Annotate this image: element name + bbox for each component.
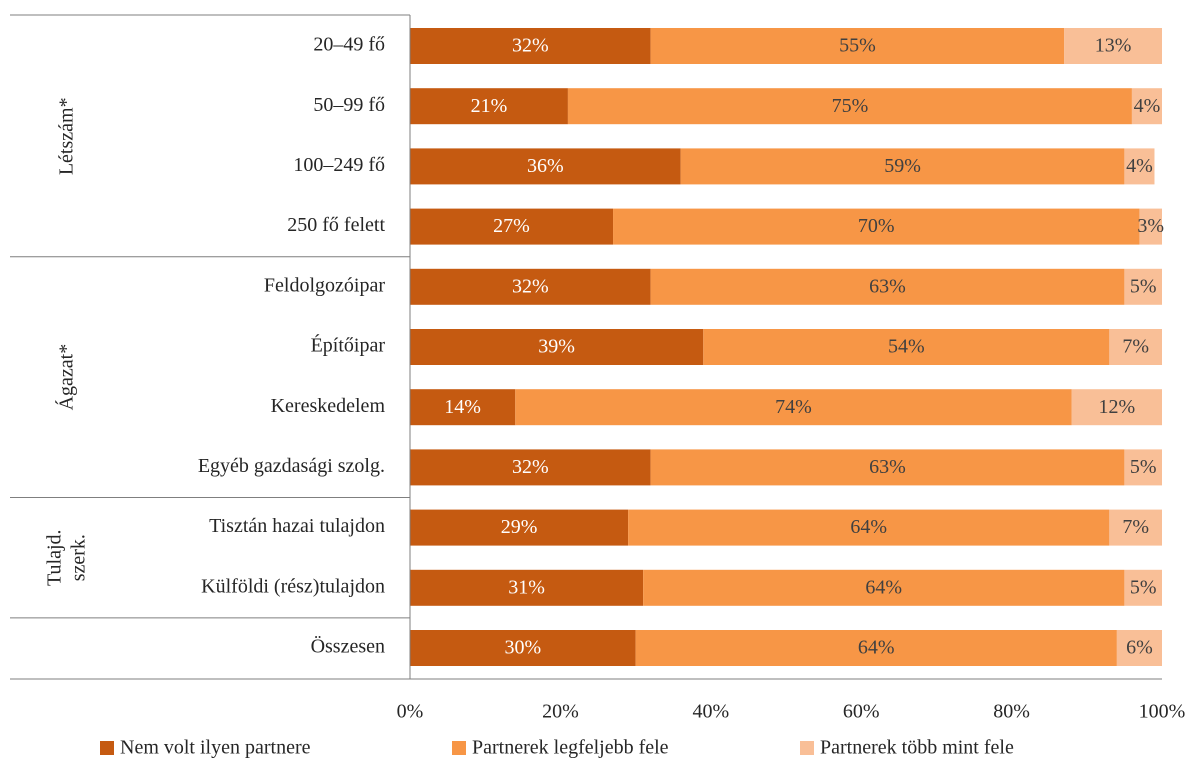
value-label: 36%	[527, 155, 564, 177]
bar-segment	[613, 208, 1140, 245]
bar-segment	[650, 28, 1065, 64]
value-label: 59%	[884, 155, 921, 177]
value-label: 74%	[775, 396, 812, 418]
value-label: 6%	[1126, 637, 1153, 659]
category-label: Külföldi (rész)tulajdon	[201, 575, 385, 597]
value-label: 27%	[493, 215, 530, 237]
category-label: Tisztán hazai tulajdon	[209, 515, 385, 537]
bar-segment	[650, 268, 1125, 305]
bar-segment	[1124, 268, 1162, 305]
category-label: Összesen	[311, 635, 385, 658]
value-label: 4%	[1134, 95, 1161, 117]
bar-segment	[1116, 630, 1162, 666]
bar-segment	[1124, 569, 1162, 606]
value-label: 29%	[501, 516, 538, 538]
x-tick-label: 0%	[397, 701, 424, 723]
value-label: 75%	[832, 95, 869, 117]
bar-segment	[410, 509, 629, 546]
bar-segment	[1071, 389, 1162, 426]
value-label: 5%	[1130, 456, 1157, 478]
value-label: 54%	[888, 336, 925, 358]
bar-segment	[410, 28, 651, 64]
bar-segment	[1139, 208, 1162, 245]
x-tick-label: 100%	[1139, 701, 1186, 723]
value-label: 12%	[1099, 396, 1136, 418]
category-label: Építőipar	[311, 334, 386, 357]
legend-swatch	[800, 741, 814, 755]
bar-segment	[410, 569, 644, 606]
value-label: 63%	[869, 275, 906, 297]
value-label: 55%	[839, 35, 876, 57]
value-label: 14%	[444, 396, 481, 418]
bar-segment	[410, 630, 636, 666]
bar-segment	[410, 88, 568, 125]
legend-swatch	[100, 741, 114, 755]
legend-swatch	[452, 741, 466, 755]
value-label: 7%	[1122, 336, 1149, 358]
bar-segment	[410, 208, 614, 245]
bar-segment	[635, 630, 1117, 666]
bar-segment	[410, 329, 704, 365]
bar-segment	[680, 148, 1125, 185]
bar-segment	[515, 389, 1072, 426]
value-label: 70%	[858, 215, 895, 237]
bar-segment	[410, 449, 651, 486]
value-label: 64%	[865, 576, 902, 598]
value-label: 30%	[504, 637, 541, 659]
value-label: 32%	[512, 35, 549, 57]
value-label: 4%	[1126, 155, 1153, 177]
bar-segment	[1109, 329, 1162, 365]
bar-segment	[1109, 509, 1162, 546]
bar-segment	[703, 329, 1110, 365]
value-label: 5%	[1130, 275, 1157, 297]
x-tick-label: 60%	[843, 701, 880, 723]
value-label: 3%	[1137, 215, 1164, 237]
x-tick-label: 40%	[692, 701, 729, 723]
category-label: Kereskedelem	[271, 395, 386, 417]
category-label: Egyéb gazdasági szolg.	[198, 455, 385, 477]
value-label: 32%	[512, 456, 549, 478]
group-label: Ágazat*	[55, 344, 78, 411]
x-tick-label: 80%	[993, 701, 1030, 723]
bar-segment	[1124, 148, 1155, 185]
bar-segment	[410, 148, 681, 185]
legend-label: Partnerek több mint fele	[820, 737, 1014, 759]
group-label: Létszám*	[56, 97, 78, 175]
category-label: 20–49 fő	[313, 34, 385, 56]
value-label: 31%	[508, 576, 545, 598]
category-label: 250 fő felett	[287, 214, 385, 236]
value-label: 13%	[1095, 35, 1132, 57]
group-label: Tulajd.	[44, 529, 66, 586]
bar-segment	[1124, 449, 1162, 486]
bar-segment	[643, 569, 1125, 606]
bar-segment	[628, 509, 1110, 546]
legend-label: Partnerek legfeljebb fele	[472, 737, 669, 759]
bar-segment	[410, 268, 651, 305]
value-label: 5%	[1130, 576, 1157, 598]
value-label: 64%	[858, 637, 895, 659]
bar-segment	[567, 88, 1132, 125]
bar-segment	[410, 389, 516, 426]
legend-label: Nem volt ilyen partnere	[120, 737, 311, 759]
value-label: 7%	[1122, 516, 1149, 538]
bar-segment	[1064, 28, 1162, 64]
group-label: szerk.	[68, 534, 90, 581]
value-label: 63%	[869, 456, 906, 478]
value-label: 21%	[471, 95, 508, 117]
category-label: Feldolgozóipar	[264, 274, 385, 296]
value-label: 32%	[512, 275, 549, 297]
category-label: 100–249 fő	[293, 154, 385, 176]
value-label: 39%	[538, 336, 575, 358]
value-label: 64%	[850, 516, 887, 538]
bar-segment	[1131, 88, 1162, 125]
category-label: 50–99 fő	[313, 94, 385, 116]
x-tick-label: 20%	[542, 701, 579, 723]
bar-segment	[650, 449, 1125, 486]
